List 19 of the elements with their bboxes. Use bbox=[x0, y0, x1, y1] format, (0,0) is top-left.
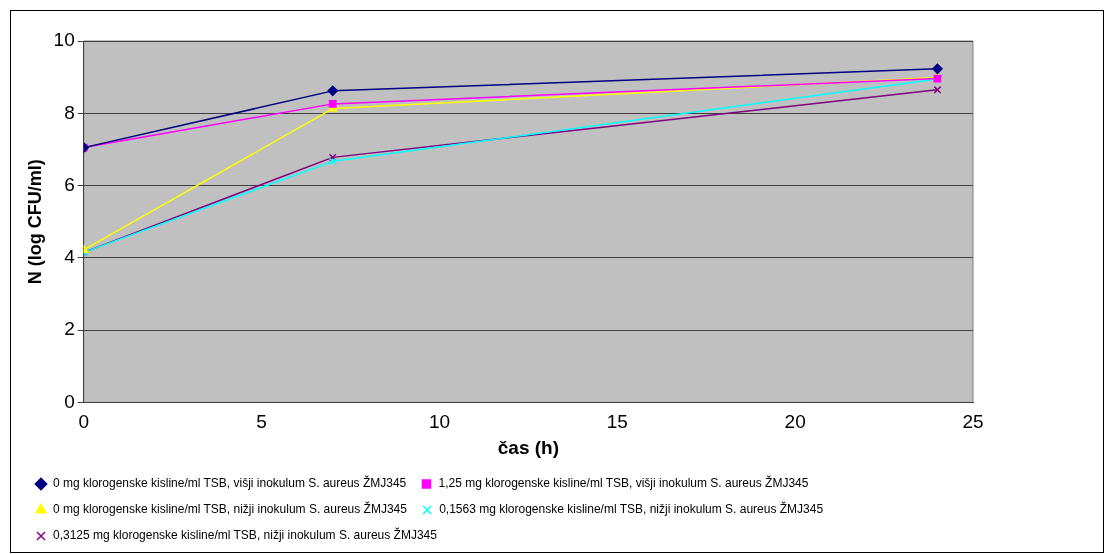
x-tick-label: 25 bbox=[962, 411, 984, 433]
legend-label: 1,25 mg klorogenske kisline/ml TSB, višji inokulum S. aureus ŽMJ345 bbox=[438, 475, 809, 491]
x-axis-title: čas (h) bbox=[497, 436, 559, 458]
x-tick-label: 15 bbox=[606, 411, 628, 433]
x-tick-label: 5 bbox=[256, 411, 267, 433]
x-tick-label: 20 bbox=[784, 411, 806, 433]
legend-label: 0,1563 mg klorogenske kisline/ml TSB, nižji inokulum S. aureus ŽMJ345 bbox=[439, 501, 824, 517]
y-tick-label: 2 bbox=[64, 318, 75, 340]
y-tick-label: 10 bbox=[53, 29, 75, 51]
y-axis-title: N (log CFU/ml) bbox=[24, 159, 45, 285]
legend-label: 0 mg klorogenske kisline/ml TSB, višji inokulum S. aureus ŽMJ345 bbox=[53, 475, 407, 491]
y-tick-label: 6 bbox=[64, 173, 75, 195]
y-tick-label: 8 bbox=[64, 101, 75, 123]
x-tick-label: 0 bbox=[78, 411, 90, 433]
y-tick-label: 0 bbox=[64, 390, 75, 412]
legend-label: 0,3125 mg klorogenske kisline/ml TSB, nižji inokulum S. aureus ŽMJ345 bbox=[53, 527, 438, 543]
x-tick-label: 10 bbox=[428, 411, 451, 433]
legend-label: 0 mg klorogenske kisline/ml TSB, nižji inokulum S. aureus ŽMJ345 bbox=[53, 501, 408, 517]
y-tick-label: 4 bbox=[64, 246, 76, 268]
